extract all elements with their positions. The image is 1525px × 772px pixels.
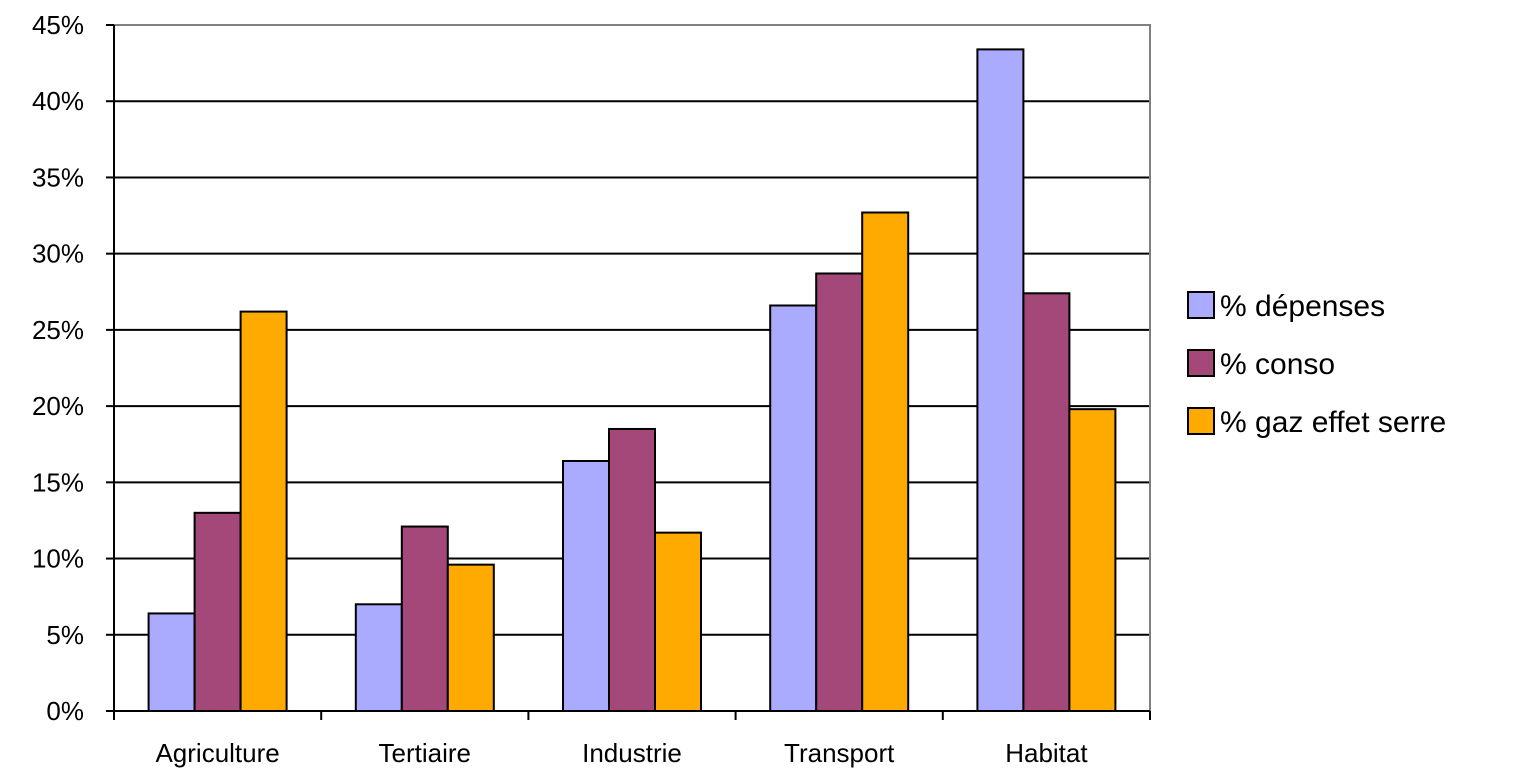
x-tick-label: Transport	[784, 738, 895, 768]
bars	[147, 48, 1117, 713]
bar-tertiaire-series-3	[446, 563, 495, 712]
bar-habitat-series-3	[1068, 408, 1117, 712]
bar-agriculture-series-1	[147, 612, 196, 712]
y-tick-label: 45%	[32, 10, 84, 40]
bar-tertiaire-series-1	[354, 603, 403, 712]
x-tick-label: Habitat	[1005, 738, 1088, 768]
legend-swatch	[1187, 291, 1215, 319]
legend: % dépenses % conso % gaz effet serre	[1187, 290, 1446, 439]
y-tick-label: 35%	[32, 162, 84, 192]
legend-swatch	[1187, 349, 1215, 377]
axes	[106, 24, 1151, 720]
y-tick-label: 10%	[32, 544, 84, 574]
bar-transport-series-2	[815, 272, 864, 712]
y-tick-label: 5%	[46, 620, 84, 650]
x-tick-label: Tertiaire	[379, 738, 471, 768]
bar-agriculture-series-3	[239, 310, 288, 712]
bar-habitat-series-1	[976, 48, 1025, 712]
bar-transport-series-1	[769, 304, 818, 712]
legend-label: % dépenses	[1220, 290, 1385, 323]
y-tick-label: 40%	[32, 86, 84, 116]
x-axis-tick-labels: Agriculture Tertiaire Industrie Transport Ha…	[155, 738, 1088, 768]
y-tick-label: 25%	[32, 315, 84, 345]
bar-agriculture-series-2	[193, 511, 242, 712]
y-tick-label: 20%	[32, 391, 84, 421]
x-tick-label: Agriculture	[155, 738, 279, 768]
legend-label: % conso	[1220, 348, 1335, 381]
bar-industrie-series-1	[562, 459, 610, 713]
y-tick-label: 15%	[32, 467, 84, 497]
legend-swatch	[1187, 407, 1215, 435]
y-axis-tick-labels: 0% 5% 10% 15% 20% 25% 30% 35% 40% 45%	[32, 10, 84, 726]
bar-habitat-series-2	[1022, 292, 1071, 712]
legend-label: % gaz effet serre	[1220, 406, 1446, 439]
y-tick-label: 0%	[46, 696, 84, 726]
y-tick-label: 30%	[32, 239, 84, 269]
bar-tertiaire-series-2	[400, 525, 449, 713]
bar-transport-series-3	[861, 211, 910, 713]
x-tick-label: Industrie	[582, 738, 682, 768]
bar-industrie-series-3	[654, 531, 702, 713]
bar-industrie-series-2	[608, 427, 656, 712]
